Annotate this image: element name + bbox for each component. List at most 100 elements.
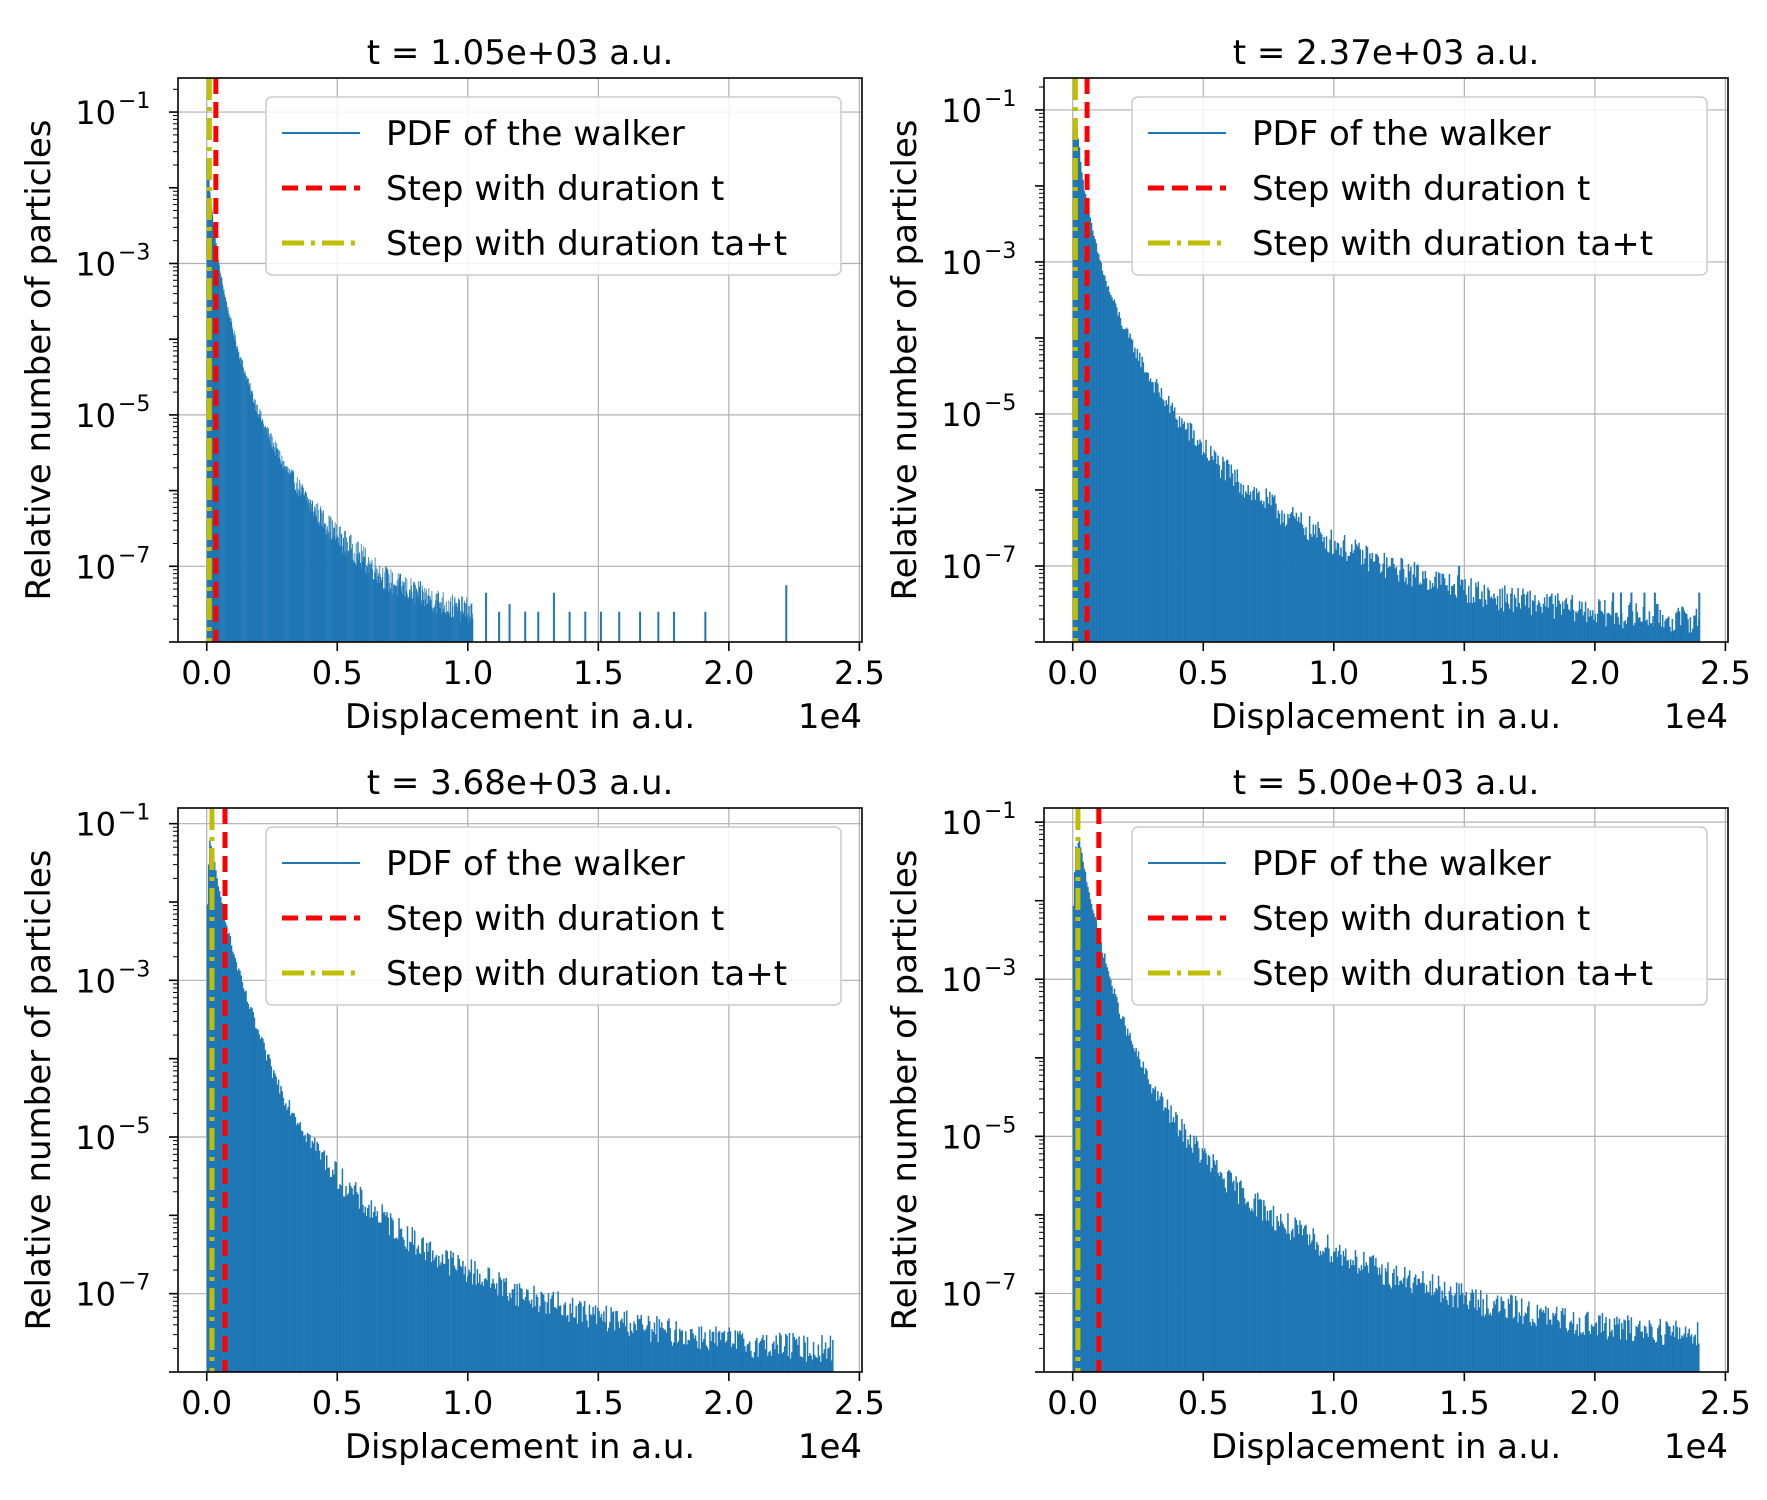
- histogram-bar: [1366, 547, 1369, 642]
- histogram-bar: [318, 523, 320, 642]
- histogram-bar: [653, 1322, 656, 1372]
- histogram-bar: [1626, 617, 1629, 642]
- histogram-bar: [1157, 383, 1159, 642]
- histogram-bar: [365, 565, 367, 642]
- histogram-bar: [1625, 624, 1628, 642]
- histogram-bar: [1687, 619, 1689, 642]
- histogram-bar: [1140, 367, 1142, 642]
- histogram-bar: [293, 490, 295, 642]
- histogram-bar: [1486, 604, 1488, 642]
- histogram-bar: [1564, 600, 1566, 642]
- histogram-bar: [337, 535, 339, 642]
- histogram-bar: [332, 527, 334, 642]
- histogram-bar: [652, 1331, 655, 1372]
- histogram-bar: [1135, 1048, 1137, 1372]
- histogram-bar: [350, 534, 351, 642]
- histogram-bar: [1349, 1259, 1352, 1372]
- histogram-bar: [1423, 1283, 1425, 1372]
- histogram-bar: [569, 1303, 571, 1372]
- histogram-bar: [1673, 629, 1676, 642]
- histogram-bar: [241, 360, 243, 642]
- histogram-bar: [419, 588, 421, 642]
- histogram-bar: [1525, 594, 1528, 642]
- histogram-bar: [744, 1346, 746, 1372]
- histogram-bar: [274, 452, 276, 642]
- histogram-bar: [1091, 909, 1094, 1372]
- histogram-bar: [1237, 1204, 1240, 1372]
- histogram-bar: [1471, 602, 1474, 642]
- histogram-bar: [1575, 611, 1577, 642]
- histogram-bar: [1531, 1318, 1534, 1372]
- histogram-bar: [756, 1337, 758, 1372]
- histogram-bar: [781, 1353, 783, 1372]
- histogram-bar: [1294, 1217, 1296, 1372]
- histogram-bar: [1631, 1341, 1634, 1372]
- histogram-bar: [589, 1314, 592, 1372]
- x-tick-label: 2.5: [834, 654, 885, 692]
- histogram-bar: [1252, 490, 1254, 642]
- histogram-bar: [1214, 452, 1217, 642]
- histogram-bar: [1583, 611, 1586, 642]
- histogram-bar: [1613, 624, 1616, 642]
- histogram-bar: [607, 1327, 610, 1372]
- histogram-bar: [574, 1317, 576, 1372]
- histogram-bar: [1428, 1292, 1430, 1372]
- histogram-bar: [1519, 1315, 1522, 1372]
- histogram-bar: [333, 1174, 335, 1372]
- histogram-bar: [383, 589, 385, 642]
- histogram-bar: [1688, 1328, 1690, 1372]
- histogram-bar: [1406, 1278, 1408, 1372]
- histogram-bar: [1171, 402, 1174, 642]
- histogram-bar: [262, 1038, 264, 1372]
- histogram-bar: [1660, 1335, 1663, 1372]
- histogram-bar: [237, 353, 239, 642]
- histogram-bar: [1308, 1234, 1311, 1372]
- histogram-bar: [280, 1086, 282, 1372]
- histogram-bar: [1633, 625, 1635, 642]
- histogram-bar: [1102, 957, 1105, 1372]
- histogram-bar: [418, 586, 420, 642]
- histogram-bar: [250, 390, 252, 642]
- histogram-bar: [388, 574, 390, 642]
- histogram-bar: [1446, 585, 1448, 642]
- histogram-bar: [552, 1291, 555, 1372]
- histogram-bar: [704, 1332, 706, 1372]
- histogram-bar: [368, 573, 370, 642]
- histogram-bar: [254, 404, 256, 642]
- histogram-bar: [1671, 1331, 1674, 1372]
- histogram-bar: [673, 1342, 675, 1372]
- histogram-bar: [767, 1355, 769, 1372]
- histogram-bar: [1533, 601, 1535, 642]
- histogram-bar: [400, 573, 402, 642]
- histogram-bar: [1437, 572, 1440, 642]
- histogram-bar: [278, 458, 280, 642]
- histogram-bar: [647, 1315, 650, 1372]
- histogram-bar: [582, 1306, 585, 1372]
- histogram-bar: [1675, 613, 1677, 642]
- histogram-bar: [397, 573, 399, 642]
- histogram-bar: [411, 1227, 414, 1372]
- histogram-bar: [1352, 553, 1354, 642]
- histogram-bar: [433, 610, 434, 642]
- histogram-bar: [1312, 524, 1315, 642]
- histogram-bar: [1561, 1307, 1564, 1372]
- histogram-bar: [1112, 300, 1114, 642]
- histogram-bar: [630, 1330, 633, 1372]
- histogram-bar: [1629, 1333, 1631, 1372]
- histogram-bar: [263, 428, 265, 642]
- histogram-bar: [412, 598, 414, 642]
- x-offset-label: 1e4: [1664, 1427, 1728, 1467]
- histogram-bar: [1138, 1059, 1141, 1372]
- histogram-bar: [1416, 565, 1418, 642]
- histogram-bar: [1524, 605, 1527, 642]
- histogram-bar: [1587, 1311, 1589, 1372]
- histogram-bar: [1249, 491, 1252, 642]
- histogram-bar: [1630, 1317, 1633, 1372]
- histogram-bar: [1457, 575, 1459, 642]
- histogram-bar: [344, 530, 346, 642]
- histogram-bar: [342, 538, 344, 642]
- histogram-bar: [314, 508, 316, 642]
- histogram-bar: [459, 1265, 462, 1372]
- histogram-bar: [398, 578, 400, 642]
- legend-step-ta-t-label: Step with duration ta+t: [1252, 954, 1653, 994]
